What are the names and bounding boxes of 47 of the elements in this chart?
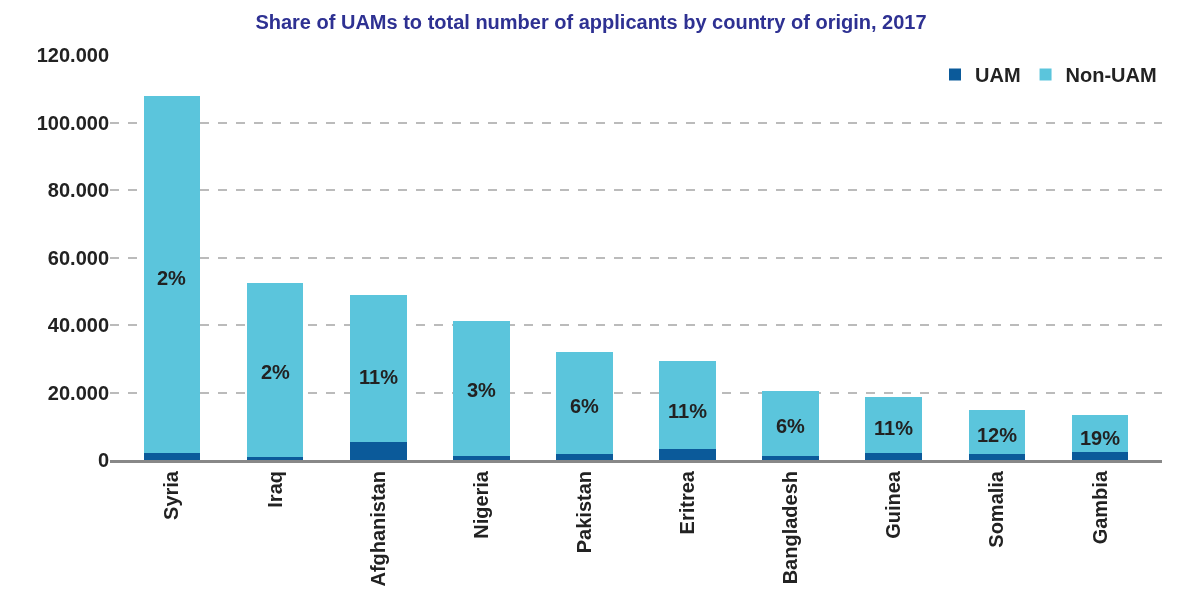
y-tick-label: 100.000 bbox=[36, 111, 109, 134]
bar bbox=[349, 294, 407, 442]
x-tick-label: Afghanistan bbox=[366, 471, 389, 587]
bar bbox=[452, 455, 510, 460]
x-tick-label: Bangladesh bbox=[779, 471, 802, 585]
annotation: 11% bbox=[668, 400, 708, 422]
y-tick-label: 80.000 bbox=[47, 179, 109, 201]
y-tick-label: 40.000 bbox=[47, 314, 109, 336]
bar bbox=[349, 441, 407, 460]
annotation: 6% bbox=[776, 415, 806, 437]
annotation: 3% bbox=[467, 379, 497, 401]
annotation: 11% bbox=[874, 417, 914, 439]
bar bbox=[556, 453, 613, 460]
bar bbox=[143, 95, 201, 453]
y-tick-label: 0 bbox=[97, 449, 109, 471]
annotation: 2% bbox=[261, 361, 291, 383]
bar bbox=[968, 453, 1026, 460]
bar bbox=[143, 452, 201, 460]
annotation: 6% bbox=[570, 395, 600, 417]
y-tick-label: 120.000 bbox=[36, 44, 109, 66]
chart-title: Share of UAMs to total number of applicants by country of origin, 2017 bbox=[255, 11, 927, 34]
legend-label: UAM bbox=[975, 64, 1021, 87]
bar bbox=[1071, 451, 1129, 460]
x-tick-label: Somalia bbox=[985, 470, 1008, 548]
annotation: 19% bbox=[1080, 427, 1121, 449]
x-tick-label: Gambia bbox=[1088, 470, 1111, 545]
x-tick-label: Eritrea bbox=[676, 470, 699, 535]
x-tick-label: Syria bbox=[160, 470, 183, 520]
annotation: 12% bbox=[977, 424, 1018, 446]
legend-label: Non-UAM bbox=[1065, 64, 1157, 87]
bar bbox=[452, 320, 510, 456]
bar bbox=[762, 391, 820, 456]
bar bbox=[865, 452, 923, 460]
x-tick-label: Iraq bbox=[263, 471, 286, 508]
bar bbox=[659, 361, 716, 450]
bar bbox=[246, 283, 304, 457]
annotation: 2% bbox=[157, 267, 187, 289]
bar bbox=[865, 396, 923, 453]
x-tick-label: Pakistan bbox=[572, 471, 595, 554]
bar bbox=[762, 455, 820, 460]
y-tick-label: 20.000 bbox=[47, 381, 109, 404]
annotation: 11% bbox=[359, 366, 399, 388]
y-tick-label: 60.000 bbox=[47, 246, 109, 269]
bar bbox=[659, 449, 716, 460]
x-tick-label: Guinea bbox=[882, 470, 905, 539]
bar bbox=[556, 352, 613, 454]
x-tick-label: Nigeria bbox=[469, 470, 492, 539]
